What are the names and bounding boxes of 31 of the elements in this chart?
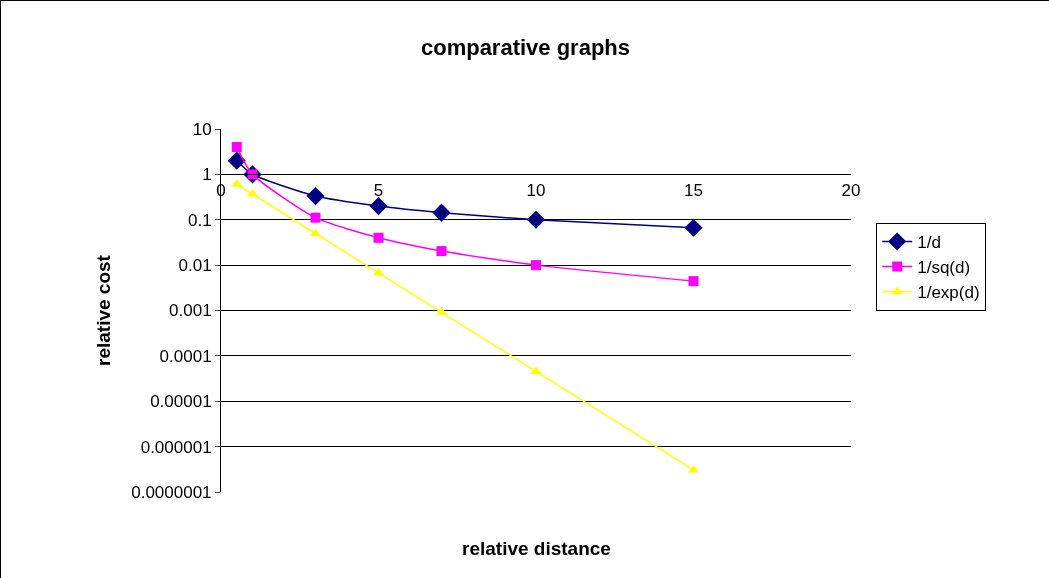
point xyxy=(231,142,242,153)
y-tick-label: 0.000001 xyxy=(140,437,212,457)
y-axis-title: relative cost xyxy=(93,254,115,366)
point xyxy=(688,276,699,287)
y-tick-label: 1 xyxy=(202,165,212,185)
y-tick-label: 0.00001 xyxy=(150,392,212,412)
x-tick-label: 20 xyxy=(841,180,861,200)
y-tick-label: 0.001 xyxy=(169,301,212,321)
point xyxy=(306,186,325,206)
point xyxy=(432,203,451,222)
x-tick-label: 15 xyxy=(684,180,703,200)
y-tick-label: 0.0001 xyxy=(159,346,212,366)
y-tick-label: 0.01 xyxy=(178,256,212,276)
x-tick-label: 5 xyxy=(373,180,384,200)
point xyxy=(373,232,384,243)
y-tick-label: 10 xyxy=(192,119,212,139)
point xyxy=(369,196,388,216)
point xyxy=(531,260,541,271)
x-axis-title: relative distance xyxy=(462,538,611,559)
legend-label: 1/d xyxy=(917,233,941,253)
point xyxy=(684,218,703,237)
point xyxy=(436,246,447,257)
y-tick-label: 0.1 xyxy=(187,210,212,230)
legend-label: 1/sq(d) xyxy=(917,258,971,278)
y-tick-label: 0.0000001 xyxy=(131,482,212,502)
point xyxy=(310,212,321,223)
legend-label: 1/exp(d) xyxy=(917,283,980,303)
x-tick-label: 10 xyxy=(526,180,546,200)
point xyxy=(227,151,246,170)
chart-title: comparative graphs xyxy=(420,34,631,60)
point xyxy=(526,210,546,229)
